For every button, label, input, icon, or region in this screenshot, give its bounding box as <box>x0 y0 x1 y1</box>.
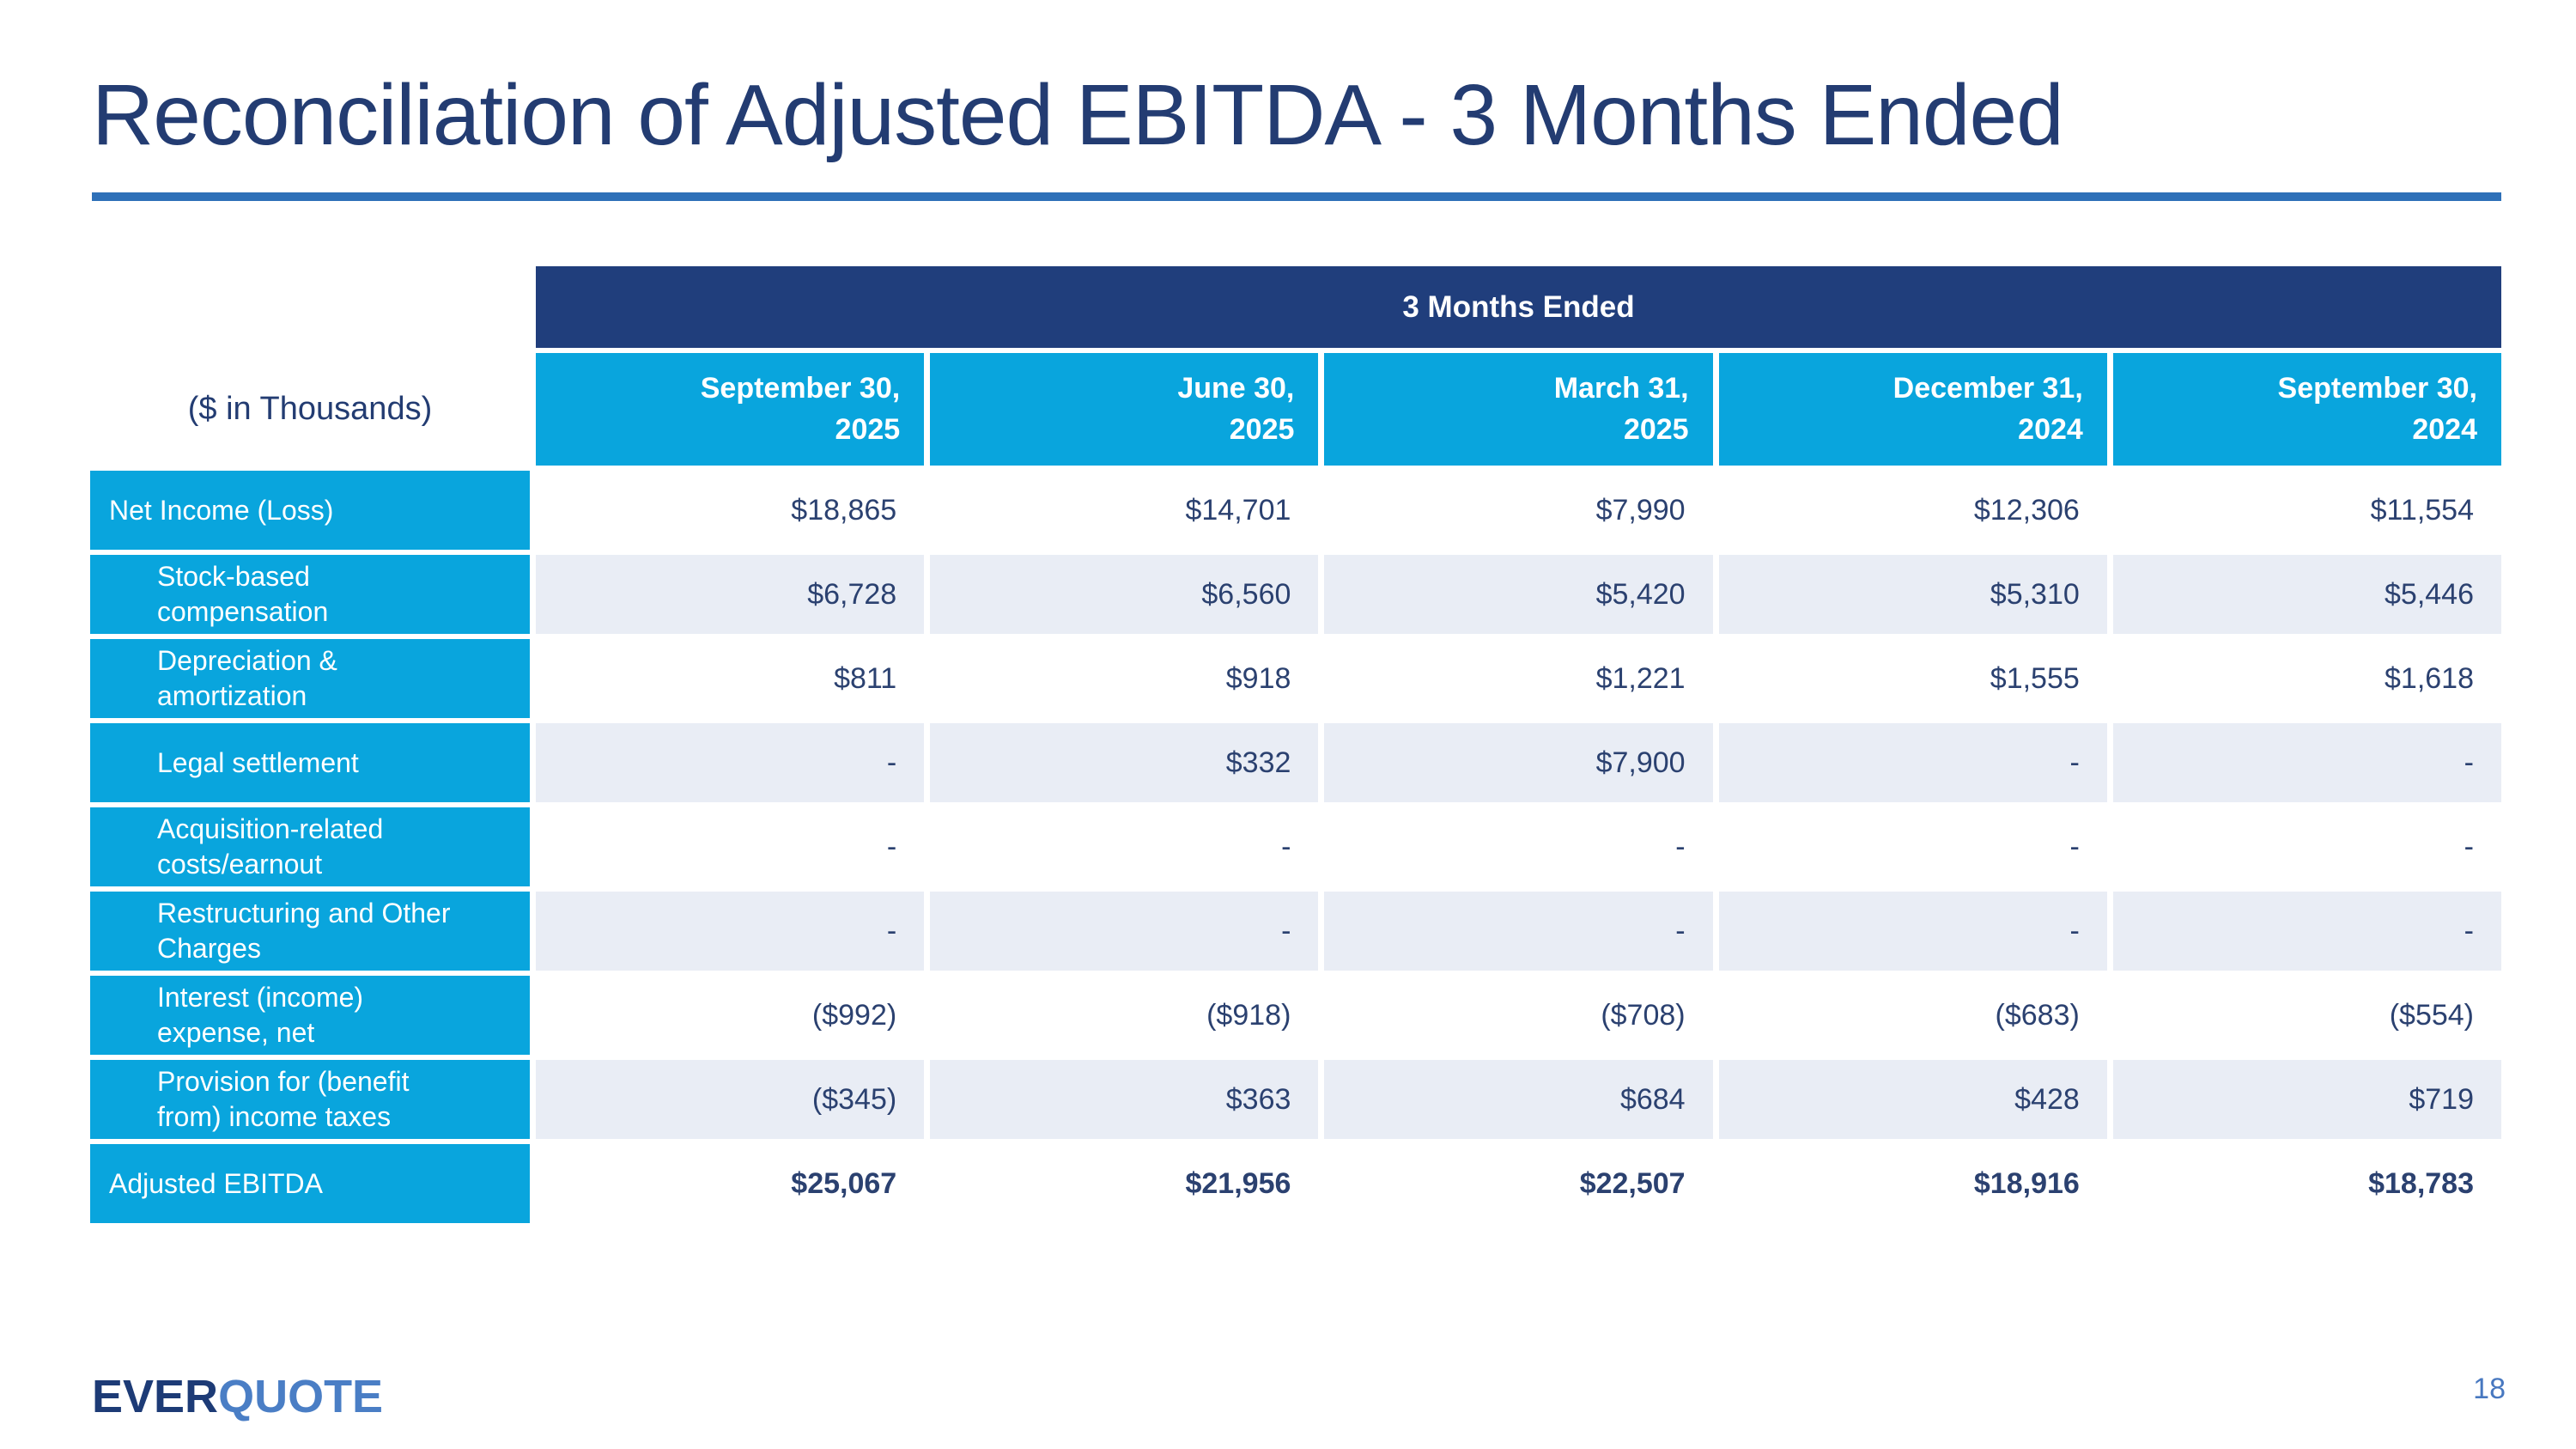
value-cell-r1-c1: $6,560 <box>930 555 1319 634</box>
column-header-line1: June 30, <box>1177 371 1295 405</box>
row-label: Legal settlement <box>90 723 530 802</box>
value-cell-r6-c4: ($554) <box>2112 976 2501 1055</box>
value-cell-r1-c0: $6,728 <box>536 555 925 634</box>
value-cell-r8-c2: $22,507 <box>1324 1144 1713 1223</box>
column-header-line1: September 30, <box>700 371 901 405</box>
value-cell-r4-c0: - <box>536 807 925 886</box>
value-cell-r0-c4: $11,554 <box>2112 471 2501 550</box>
column-header-1: June 30, 2025 <box>930 353 1319 466</box>
value-cell-r3-c1: $332 <box>930 723 1319 802</box>
row-label-line: expense, net <box>157 1017 315 1048</box>
span-header: 3 Months Ended <box>536 266 2501 348</box>
row-label: Stock-based compensation <box>90 555 530 634</box>
value-cell-r7-c3: $428 <box>1718 1060 2107 1139</box>
row-label: Acquisition-related costs/earnout <box>90 807 530 886</box>
value-cell-r5-c0: - <box>536 892 925 971</box>
value-cell-r7-c0: ($345) <box>536 1060 925 1139</box>
row-label-line: Depreciation & <box>157 645 337 677</box>
value-cell-r8-c1: $21,956 <box>930 1144 1319 1223</box>
value-cell-r5-c4: - <box>2112 892 2501 971</box>
value-cell-r8-c4: $18,783 <box>2112 1144 2501 1223</box>
row-label-line: Legal settlement <box>157 746 359 778</box>
page-number: 18 <box>2473 1373 2506 1405</box>
value-cell-r2-c2: $1,221 <box>1324 639 1713 718</box>
column-header-line1: December 31, <box>1893 371 2083 405</box>
value-cell-r7-c1: $363 <box>930 1060 1319 1139</box>
column-header-line2: 2025 <box>1623 412 1689 446</box>
value-cell-r0-c1: $14,701 <box>930 471 1319 550</box>
value-cell-r4-c3: - <box>1718 807 2107 886</box>
value-cell-r3-c2: $7,900 <box>1324 723 1713 802</box>
row-label: Provision for (benefit from) income taxes <box>90 1060 530 1139</box>
ebitda-reconciliation-table: 3 Months Ended ($ in Thousands) Septembe… <box>90 266 2501 1223</box>
row-label-line: Adjusted EBITDA <box>109 1167 323 1199</box>
row-label: Depreciation & amortization <box>90 639 530 718</box>
logo-text-primary: EVER <box>92 1371 219 1422</box>
title-underline <box>92 192 2501 201</box>
value-cell-r3-c3: - <box>1718 723 2107 802</box>
value-cell-r3-c4: - <box>2112 723 2501 802</box>
value-cell-r6-c1: ($918) <box>930 976 1319 1055</box>
logo-text-secondary: QUOTE <box>218 1371 384 1422</box>
value-cell-r8-c3: $18,916 <box>1718 1144 2107 1223</box>
value-cell-r4-c2: - <box>1324 807 1713 886</box>
row-label-line: Interest (income) <box>157 982 364 1014</box>
column-header-4: September 30, 2024 <box>2112 353 2501 466</box>
column-header-line2: 2025 <box>835 412 901 446</box>
column-header-line1: March 31, <box>1553 371 1689 405</box>
value-cell-r7-c4: $719 <box>2112 1060 2501 1139</box>
row-label-line: Stock-based <box>157 561 310 593</box>
value-cell-r1-c3: $5,310 <box>1718 555 2107 634</box>
column-header-3: December 31, 2024 <box>1718 353 2107 466</box>
value-cell-r1-c4: $5,446 <box>2112 555 2501 634</box>
row-label-line: costs/earnout <box>157 849 323 880</box>
row-label: Adjusted EBITDA <box>90 1144 530 1223</box>
value-cell-r0-c0: $18,865 <box>536 471 925 550</box>
column-header-0: September 30, 2025 <box>536 353 925 466</box>
row-label-line: Provision for (benefit <box>157 1066 410 1098</box>
value-cell-r7-c2: $684 <box>1324 1060 1713 1139</box>
row-label-line: Acquisition-related <box>157 813 384 845</box>
row-label-line: Restructuring and Other <box>157 898 451 929</box>
value-cell-r6-c0: ($992) <box>536 976 925 1055</box>
row-label-line: amortization <box>157 680 307 711</box>
value-cell-r5-c2: - <box>1324 892 1713 971</box>
row-label: Restructuring and Other Charges <box>90 892 530 971</box>
value-cell-r2-c4: $1,618 <box>2112 639 2501 718</box>
value-cell-r1-c2: $5,420 <box>1324 555 1713 634</box>
value-cell-r3-c0: - <box>536 723 925 802</box>
column-header-line2: 2025 <box>1229 412 1295 446</box>
value-cell-r6-c2: ($708) <box>1324 976 1713 1055</box>
value-cell-r6-c3: ($683) <box>1718 976 2107 1055</box>
value-cell-r5-c3: - <box>1718 892 2107 971</box>
corner-spacer <box>90 266 530 348</box>
value-cell-r8-c0: $25,067 <box>536 1144 925 1223</box>
column-header-2: March 31, 2025 <box>1324 353 1713 466</box>
value-cell-r4-c1: - <box>930 807 1319 886</box>
everquote-logo: EVERQUOTE <box>92 1370 383 1423</box>
units-label: ($ in Thousands) <box>187 391 433 427</box>
row-label-line: compensation <box>157 596 329 627</box>
row-label-line: Net Income (Loss) <box>109 494 334 526</box>
page-title: Reconciliation of Adjusted EBITDA - 3 Mo… <box>92 67 2064 163</box>
row-label: Net Income (Loss) <box>90 471 530 550</box>
value-cell-r0-c2: $7,990 <box>1324 471 1713 550</box>
value-cell-r2-c0: $811 <box>536 639 925 718</box>
column-header-line2: 2024 <box>2018 412 2083 446</box>
value-cell-r0-c3: $12,306 <box>1718 471 2107 550</box>
row-label-line: from) income taxes <box>157 1101 392 1132</box>
column-header-line1: September 30, <box>2277 371 2477 405</box>
value-cell-r5-c1: - <box>930 892 1319 971</box>
value-cell-r4-c4: - <box>2112 807 2501 886</box>
value-cell-r2-c1: $918 <box>930 639 1319 718</box>
row-label: Interest (income) expense, net <box>90 976 530 1055</box>
row-label-line: Charges <box>157 933 261 964</box>
column-header-line2: 2024 <box>2412 412 2477 446</box>
value-cell-r2-c3: $1,555 <box>1718 639 2107 718</box>
